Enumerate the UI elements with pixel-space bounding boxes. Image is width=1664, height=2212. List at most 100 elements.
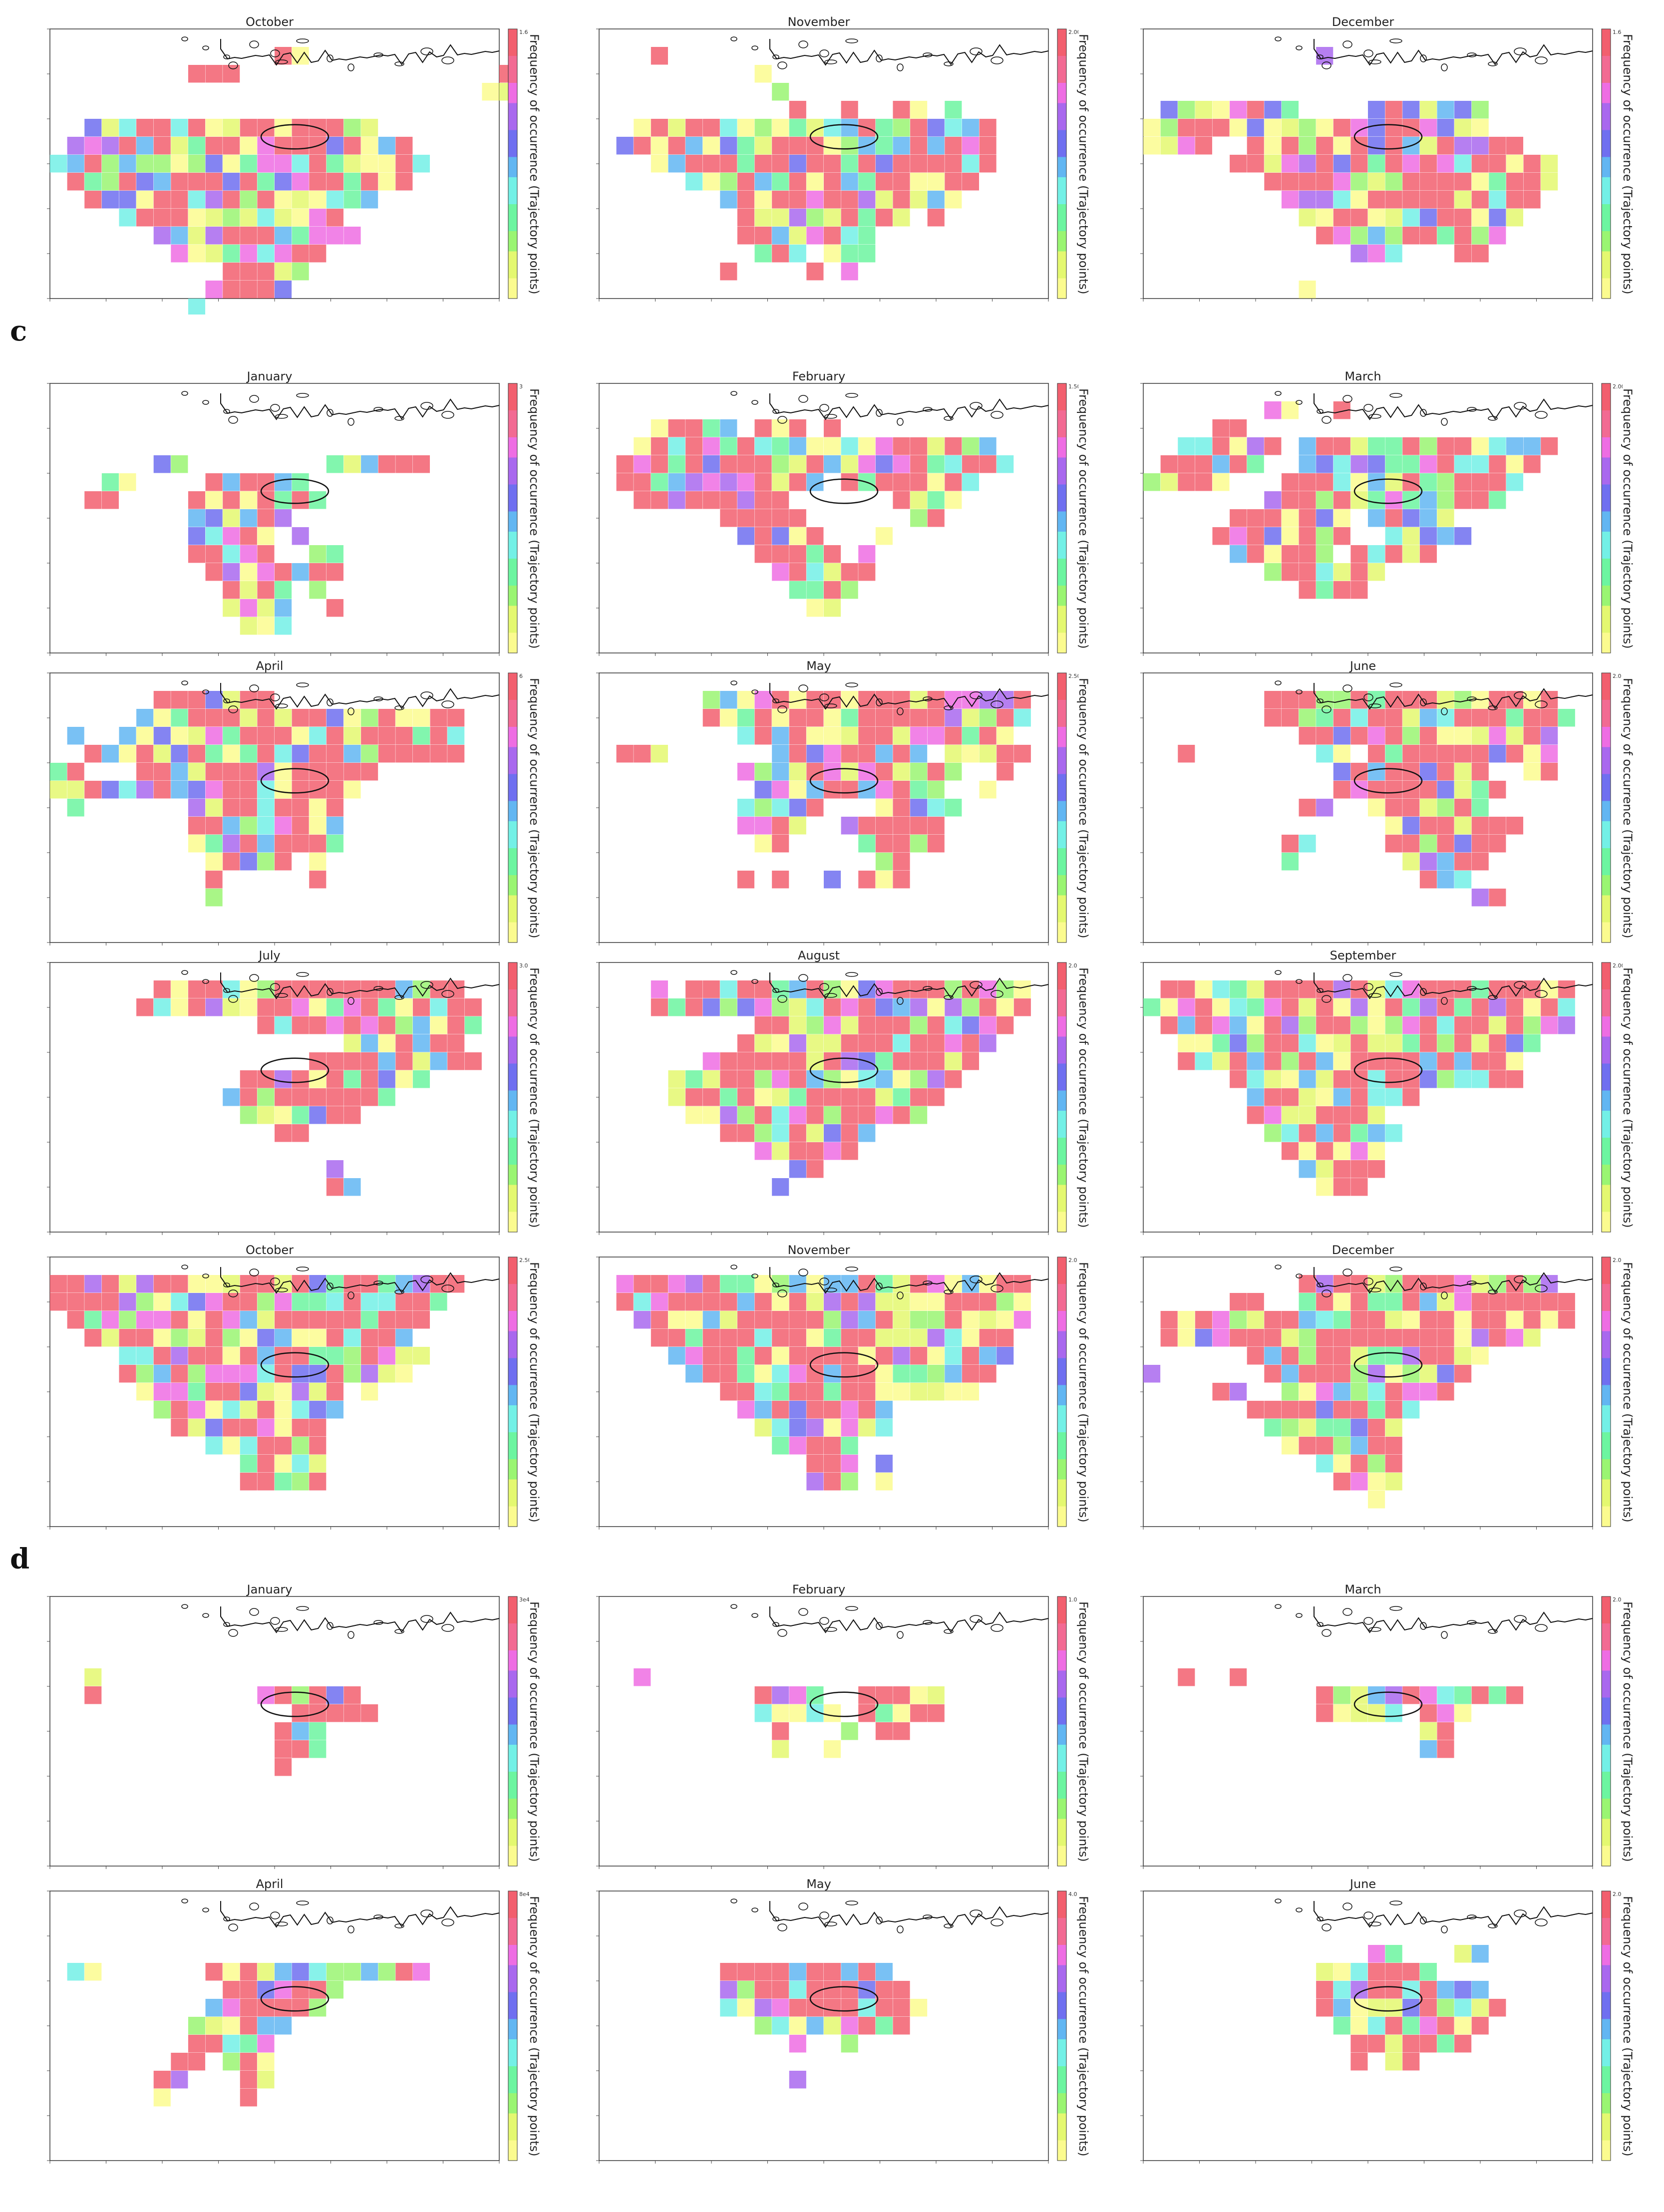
small-island xyxy=(824,993,837,998)
heatmap-cell xyxy=(702,998,720,1016)
heatmap-cell xyxy=(824,709,841,727)
colorbar-segment xyxy=(1602,1171,1611,1179)
heatmap-cell xyxy=(1541,1311,1558,1329)
heatmap-cell xyxy=(1264,545,1282,563)
colorbar-segment xyxy=(508,909,517,916)
heatmap-cell xyxy=(361,1034,378,1052)
heatmap-cell xyxy=(945,799,962,817)
heatmap-cell xyxy=(1489,998,1506,1016)
heatmap-cell xyxy=(1299,191,1316,209)
heatmap-map: 4.0 xyxy=(596,1891,1077,2164)
heatmap-cell xyxy=(361,1311,378,1329)
heatmap-cell xyxy=(1402,1088,1420,1106)
small-island xyxy=(275,1921,288,1926)
colorbar-segment xyxy=(1602,1684,1611,1691)
colorbar-segment xyxy=(1057,464,1066,471)
heatmap-cell xyxy=(430,1016,447,1034)
heatmap-cell xyxy=(188,2053,206,2071)
heatmap-cell xyxy=(275,245,292,263)
colorbar-segment xyxy=(508,397,517,404)
heatmap-cell xyxy=(1385,1088,1402,1106)
colorbar-segment xyxy=(508,592,517,600)
heatmap-cell xyxy=(153,709,171,727)
heatmap-cell xyxy=(153,691,171,709)
heatmap-cell xyxy=(136,173,154,191)
heatmap-cell xyxy=(171,155,188,173)
heatmap-cell xyxy=(1333,1034,1350,1052)
heatmap-cell xyxy=(275,1070,292,1088)
heatmap-cell xyxy=(205,1401,223,1419)
colorbar-segment xyxy=(508,727,517,734)
heatmap-cell xyxy=(824,191,841,209)
small-island xyxy=(1514,402,1527,410)
colorbar-segment xyxy=(1057,2026,1066,2033)
heatmap-cell xyxy=(1368,173,1385,191)
colorbar-segment xyxy=(1057,1459,1066,1466)
heatmap-cell xyxy=(858,871,876,889)
heatmap-cell xyxy=(1506,209,1524,227)
heatmap-cell xyxy=(136,1311,154,1329)
heatmap-cell xyxy=(84,745,102,763)
main-island-outline xyxy=(260,478,330,504)
colorbar-segment xyxy=(508,1432,517,1439)
heatmap-cell xyxy=(153,191,171,209)
colorbar-segment xyxy=(1057,1284,1066,1291)
heatmap-cell xyxy=(292,155,309,173)
heatmap-cell xyxy=(720,998,737,1016)
heatmap-cell xyxy=(1402,1329,1420,1347)
coastline xyxy=(769,393,1049,420)
colorbar-segment xyxy=(508,1965,517,1972)
heatmap-cell xyxy=(685,1293,703,1311)
heatmap-cell xyxy=(806,1160,824,1178)
colorbar-segment xyxy=(1602,1513,1611,1520)
heatmap-cell xyxy=(309,545,327,563)
coastline xyxy=(1314,1267,1593,1294)
colorbar-segment xyxy=(1057,1616,1066,1624)
heatmap-cell xyxy=(275,1999,292,2017)
small-island xyxy=(373,1620,383,1625)
colorbar-segment xyxy=(508,828,517,835)
colorbar-segment xyxy=(508,1290,517,1298)
colorbar-segment xyxy=(508,2107,517,2114)
colorbar-segment xyxy=(508,1104,517,1111)
heatmap-cell xyxy=(893,1088,910,1106)
heatmap-cell xyxy=(1316,1034,1333,1052)
heatmap-cell xyxy=(240,473,257,491)
heatmap-cell xyxy=(1350,227,1368,245)
heatmap-cell xyxy=(343,1686,361,1704)
colorbar-segment xyxy=(508,130,517,137)
heatmap-cell xyxy=(979,437,997,455)
heatmap-cell xyxy=(1454,437,1472,455)
panel-title: February xyxy=(792,1582,846,1596)
colorbar-segment xyxy=(1057,1311,1066,1318)
heatmap-cell xyxy=(979,998,997,1016)
heatmap-cell xyxy=(893,709,910,727)
heatmap-cell xyxy=(806,1106,824,1124)
colorbar-segment xyxy=(1602,410,1611,417)
colorbar-segment xyxy=(1602,599,1611,606)
small-island xyxy=(845,1900,858,1905)
small-island xyxy=(228,1629,238,1637)
heatmap-cell xyxy=(737,1106,755,1124)
heatmap-cell xyxy=(858,998,876,1016)
colorbar-segment xyxy=(1057,1664,1066,1671)
heatmap-cell xyxy=(1402,173,1420,191)
colorbar-segment xyxy=(1057,1023,1066,1030)
heatmap-cell xyxy=(1402,998,1420,1016)
heatmap-cell xyxy=(1333,1142,1350,1160)
heatmap-cell xyxy=(806,581,824,599)
colorbar-segment xyxy=(1057,1043,1066,1050)
heatmap-cell xyxy=(171,2053,188,2071)
heatmap-cell xyxy=(1385,1981,1402,1999)
small-island xyxy=(1342,395,1352,403)
colorbar-segment xyxy=(508,457,517,465)
heatmap-cell xyxy=(789,1106,806,1124)
small-island xyxy=(1368,1627,1381,1632)
heatmap-cell xyxy=(1299,727,1316,745)
heatmap-cell xyxy=(945,1070,962,1088)
colorbar-segment xyxy=(1602,613,1611,620)
heatmap-cell xyxy=(1523,763,1541,781)
small-island xyxy=(751,1613,758,1618)
colorbar-segment xyxy=(1057,538,1066,546)
heatmap-cell xyxy=(737,1088,755,1106)
